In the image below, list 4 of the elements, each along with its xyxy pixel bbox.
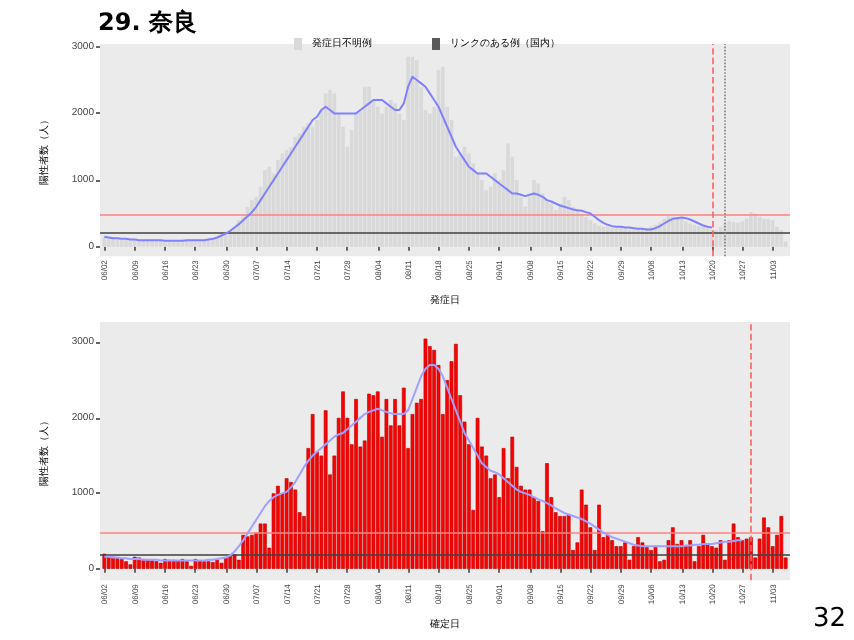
line-series [103,75,713,242]
chart-title: 29. 奈良 [98,8,197,36]
line-series [103,364,744,562]
text: 32 [812,604,847,634]
